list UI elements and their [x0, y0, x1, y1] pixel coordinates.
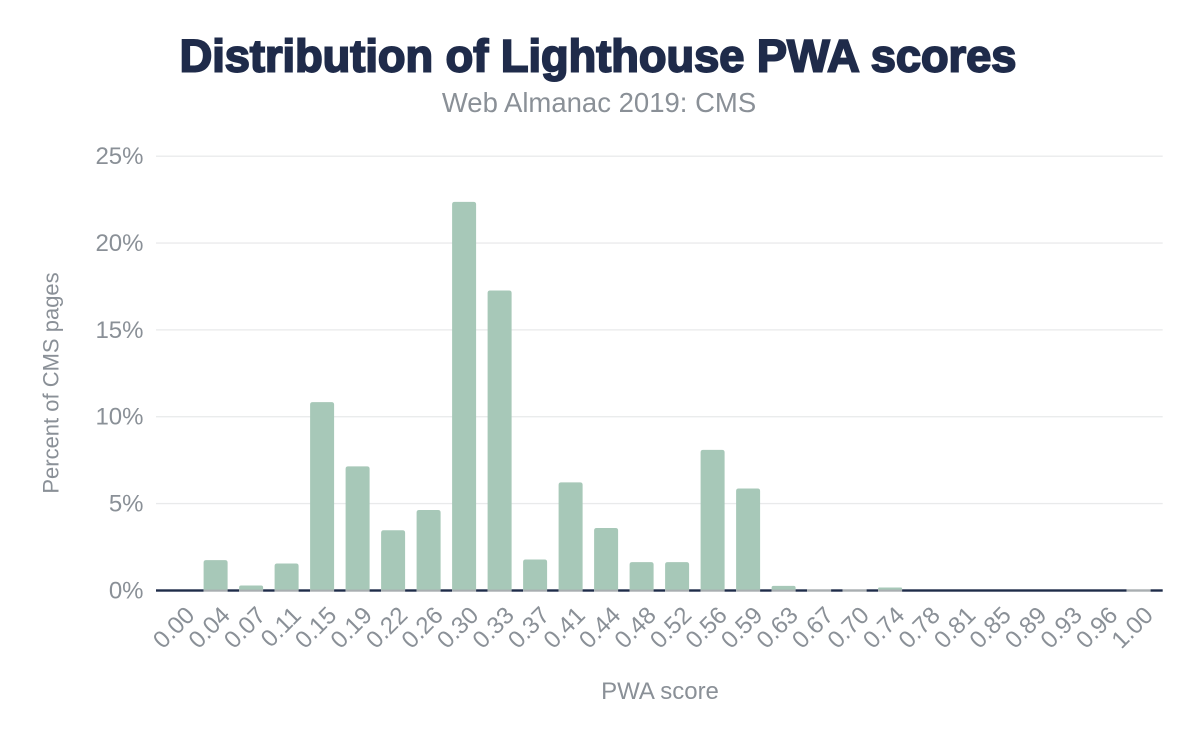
- svg-text:20%: 20%: [95, 230, 143, 257]
- svg-text:PWA score: PWA score: [601, 678, 719, 705]
- svg-text:15%: 15%: [95, 317, 143, 344]
- svg-text:Percent of CMS pages: Percent of CMS pages: [39, 272, 64, 493]
- svg-text:Web Almanac 2019: CMS: Web Almanac 2019: CMS: [442, 87, 756, 118]
- svg-text:Distribution of Lighthouse PWA: Distribution of Lighthouse PWA scores: [180, 30, 1017, 81]
- svg-text:10%: 10%: [95, 404, 143, 431]
- svg-text:25%: 25%: [95, 143, 143, 170]
- svg-text:5%: 5%: [109, 491, 144, 518]
- svg-text:0%: 0%: [109, 577, 144, 604]
